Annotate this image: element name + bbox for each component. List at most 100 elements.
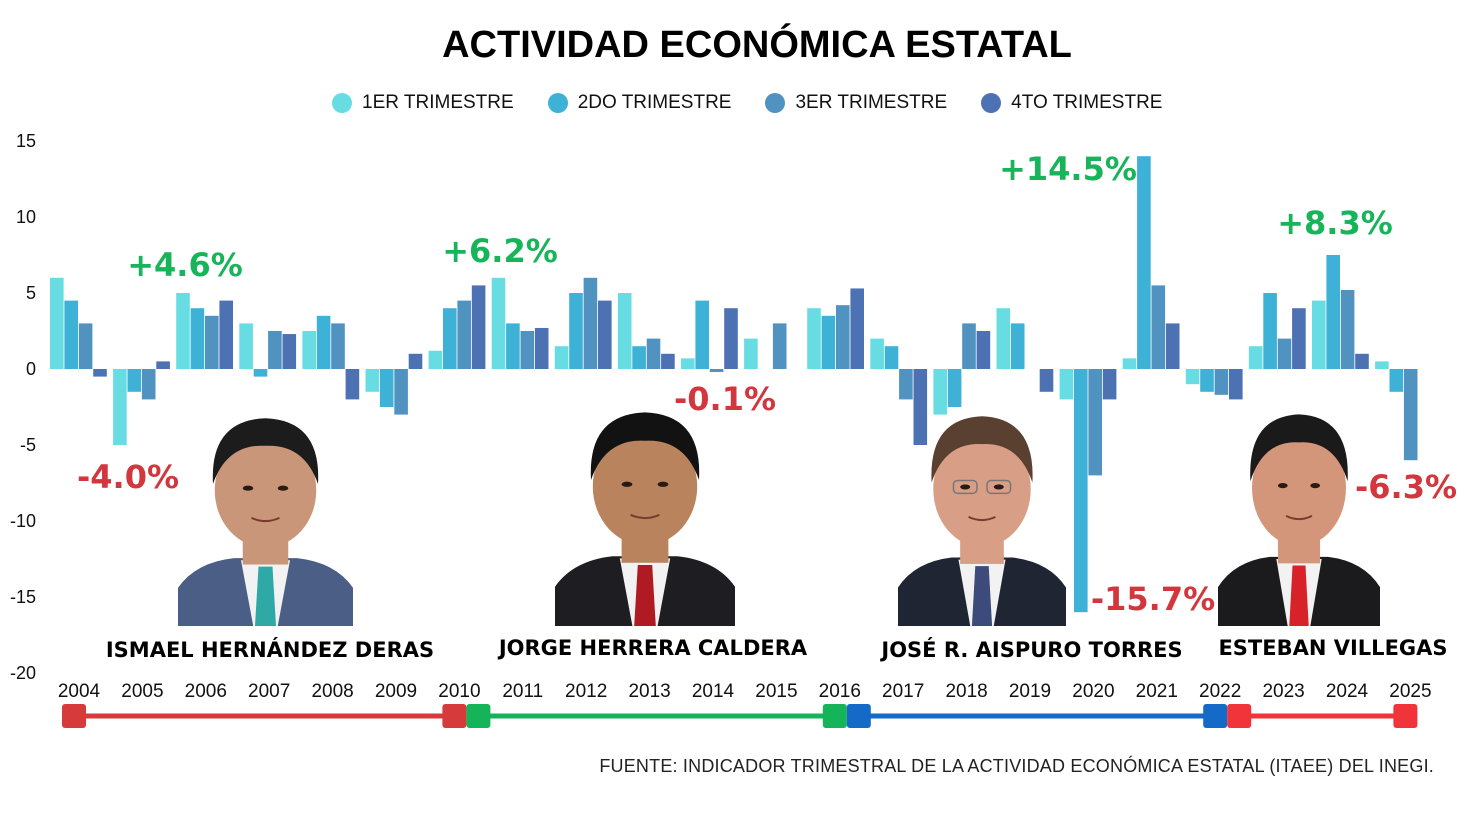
annotations-layer: +4.6% -4.0% +6.2% -0.1% +14.5% -15.7% +8.3% -6.… (77, 150, 1457, 618)
bar-2006-q2 (190, 308, 205, 369)
bar-2017-q4 (913, 369, 928, 445)
term-end-marker (1203, 704, 1228, 728)
bar-2014-q2 (695, 300, 709, 369)
x-tick-label: 2014 (692, 681, 735, 702)
bar-2012-q1 (554, 346, 569, 369)
term-end-marker (822, 704, 847, 728)
bar-2019-q1 (996, 308, 1011, 369)
bar-2015-q3 (772, 323, 787, 369)
bar-2019-q4 (1039, 369, 1054, 392)
bar-2005-q2 (127, 369, 142, 392)
portrait-face (214, 433, 317, 548)
bar-2018-q3 (962, 323, 976, 369)
bar-2016-q1 (807, 308, 821, 369)
portrait-face (933, 431, 1031, 547)
term-start-marker (846, 704, 871, 728)
bar-2004-q3 (78, 323, 93, 369)
bar-2020-q1 (1059, 369, 1074, 400)
bar-2025-q1 (1375, 361, 1389, 369)
portrait-eye (277, 485, 289, 491)
bar-2016-q2 (821, 315, 836, 369)
bar-2023-q4 (1292, 308, 1306, 369)
bar-2015-q1 (744, 338, 758, 369)
y-tick-label: 10 (16, 207, 36, 227)
x-tick-label: 2007 (248, 681, 290, 702)
portrait-glasses (952, 479, 978, 495)
bar-2008-q3 (331, 323, 345, 369)
governor-portrait (555, 412, 735, 626)
max-growth-label: +14.5% (999, 150, 1137, 188)
x-tick-label: 2011 (502, 681, 543, 702)
bar-2012-q4 (598, 300, 612, 369)
portrait-mouth (1285, 514, 1313, 521)
legend-swatch-q1 (332, 93, 352, 113)
bar-2020-q2 (1074, 369, 1088, 613)
portrait-hair (1250, 414, 1348, 482)
bar-2011-q1 (491, 277, 506, 369)
max-growth-label: +6.2% (442, 232, 558, 270)
y-axis: 15 10 5 0 -5 -10 -15 -20 (10, 131, 36, 683)
bar-2020-q3 (1088, 369, 1102, 476)
bar-2016-q3 (836, 305, 850, 369)
bar-2010-q2 (443, 308, 457, 369)
min-growth-label: -4.0% (77, 458, 179, 496)
x-tick-label: 2009 (375, 681, 417, 702)
term-end-marker (1393, 704, 1418, 728)
legend-item-q4: 4TO TRIMESTRE (981, 92, 1162, 114)
y-tick-label: -10 (10, 511, 36, 531)
portrait-eye (621, 481, 633, 487)
bar-2023-q3 (1277, 338, 1292, 369)
bar-2014-q1 (681, 358, 695, 369)
max-growth-label: +8.3% (1277, 204, 1393, 242)
bar-2017-q3 (899, 369, 913, 400)
governor-name: ESTEBAN VILLEGAS (1218, 636, 1447, 660)
max-growth-label: +4.6% (127, 246, 243, 284)
bar-2024-q2 (1326, 255, 1340, 369)
x-tick-label: 2023 (1262, 681, 1304, 702)
bar-2005-q3 (141, 369, 156, 400)
bar-2022-q2 (1200, 369, 1214, 392)
bar-2022-q3 (1214, 369, 1229, 395)
bar-2014-q3 (709, 369, 724, 373)
portrait-hair (590, 412, 700, 480)
y-tick-label: -20 (10, 663, 36, 683)
portrait-eye (1310, 483, 1321, 489)
bar-2009-q2 (379, 369, 394, 407)
portrait-eye (1277, 483, 1288, 489)
min-growth-label: -15.7% (1091, 580, 1215, 618)
bar-2004-q2 (64, 300, 78, 369)
bar-2013-q3 (646, 338, 661, 369)
bar-2014-q4 (724, 308, 738, 369)
legend: 1ER TRIMESTRE 2DO TRIMESTRE 3ER TRIMESTR… (332, 92, 1162, 114)
portrait-mouth (968, 515, 996, 522)
bar-2009-q1 (365, 369, 380, 392)
portrait-face (1252, 429, 1346, 547)
x-tick-label: 2018 (945, 681, 987, 702)
x-tick-label: 2004 (58, 681, 101, 702)
bar-2017-q2 (884, 346, 899, 369)
term-start-marker (1227, 704, 1252, 728)
bar-2009-q4 (408, 353, 423, 369)
bar-2011-q2 (506, 323, 520, 369)
bar-2013-q1 (617, 293, 632, 369)
portrait-eye (242, 485, 254, 491)
portrait-eye (657, 481, 669, 487)
legend-swatch-q2 (547, 93, 568, 113)
bars-layer (50, 156, 1418, 613)
y-tick-label: 0 (26, 359, 36, 379)
bar-2021-q3 (1151, 285, 1166, 369)
x-tick-label: 2015 (755, 681, 797, 702)
term-end-marker (442, 704, 467, 728)
portrait-tie (971, 566, 993, 626)
governor-name: JOSÉ R. AISPURO TORRES (879, 637, 1182, 662)
legend-label-q1: 1ER TRIMESTRE (362, 92, 514, 113)
source-note: FUENTE: INDICADOR TRIMESTRAL DE LA ACTIV… (599, 756, 1434, 776)
x-tick-label: 2017 (882, 681, 924, 702)
bar-2004-q4 (93, 369, 107, 377)
bar-2012-q2 (569, 293, 583, 369)
governor-name: ISMAEL HERNÁNDEZ DERAS (106, 637, 434, 662)
y-tick-label: -5 (20, 435, 36, 455)
legend-label-q4: 4TO TRIMESTRE (1011, 92, 1163, 113)
legend-label-q2: 2DO TRIMESTRE (577, 92, 732, 113)
legend-swatch-q4 (981, 93, 1002, 113)
